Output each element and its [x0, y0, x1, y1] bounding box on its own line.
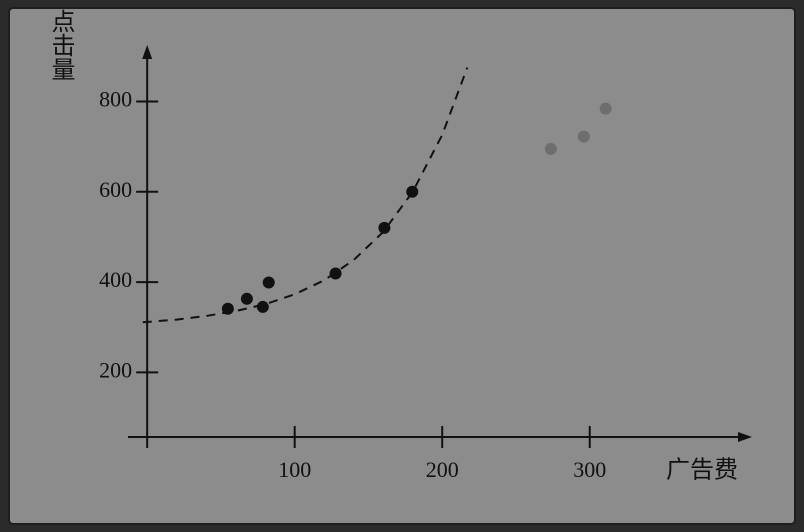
- point: [256, 300, 269, 313]
- x-tick-label: 200: [426, 457, 459, 482]
- point: [240, 292, 253, 305]
- y-axis-label: 点击量: [47, 9, 74, 81]
- point: [544, 142, 557, 155]
- point: [406, 185, 419, 198]
- y-tick-label: 200: [99, 357, 132, 382]
- y-axis-arrow: [142, 45, 153, 59]
- y-tick-label: 600: [99, 177, 132, 202]
- y-tick-label: 400: [99, 267, 132, 292]
- point: [329, 267, 342, 280]
- point: [378, 221, 391, 234]
- point: [599, 102, 612, 115]
- x-tick-label: 300: [573, 457, 606, 482]
- point: [577, 130, 590, 143]
- panel: [8, 7, 796, 525]
- point: [221, 302, 234, 315]
- point: [262, 276, 275, 289]
- x-axis-label: 广告费: [666, 457, 738, 484]
- y-tick-label: 800: [99, 86, 132, 111]
- x-tick-label: 100: [278, 457, 311, 482]
- fit-curve: [142, 67, 469, 324]
- x-axis-arrow: [738, 432, 752, 442]
